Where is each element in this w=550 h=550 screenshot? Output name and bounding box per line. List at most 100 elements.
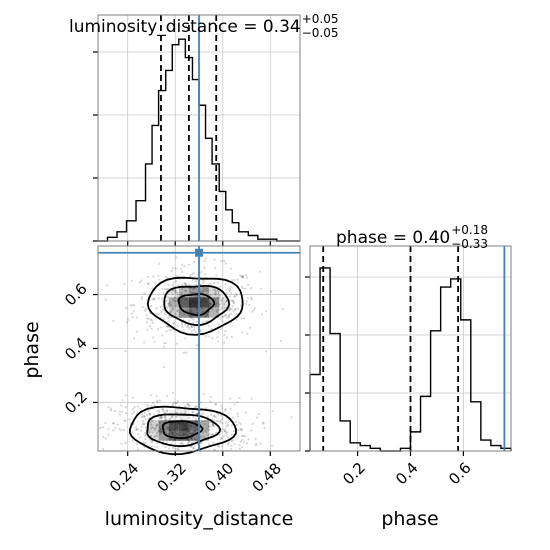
sample-point: [231, 416, 234, 419]
density-cell: [199, 430, 210, 441]
sample-point: [159, 306, 162, 309]
sample-point: [184, 290, 187, 293]
x-tick-label-0: 0.2: [339, 459, 369, 489]
sample-point: [125, 306, 128, 309]
sample-point: [191, 278, 194, 281]
sample-point: [228, 290, 231, 293]
sample-point: [155, 424, 158, 427]
sample-point: [192, 271, 195, 275]
panel-frame: [97, 14, 301, 242]
sample-point: [240, 446, 244, 449]
sample-point: [223, 307, 226, 310]
sample-point: [193, 286, 197, 290]
sample-point: [201, 320, 204, 323]
sample-point: [229, 397, 232, 400]
sample-point: [290, 416, 293, 419]
sample-point: [123, 419, 126, 423]
sample-point: [144, 434, 147, 437]
contour-upper-0: [177, 293, 216, 317]
sample-point: [207, 324, 211, 327]
sample-point: [191, 291, 194, 295]
sample-point: [221, 422, 224, 425]
sample-point: [195, 343, 199, 346]
sample-point: [165, 394, 169, 398]
sample-point: [162, 409, 165, 412]
sample-point: [200, 270, 203, 273]
sample-point: [167, 320, 170, 323]
density-cell: [168, 420, 179, 431]
ld-hist-bin-13: [199, 105, 206, 241]
sample-point: [116, 423, 119, 426]
sample-point: [129, 422, 132, 425]
sample-point: [107, 433, 110, 436]
sample-point: [101, 426, 104, 429]
sample-point: [279, 339, 283, 343]
sample-point: [186, 324, 190, 327]
sample-point: [204, 407, 208, 410]
sample-point: [160, 326, 163, 329]
sample-point: [250, 296, 253, 300]
sample-point: [241, 287, 244, 290]
sample-point: [230, 308, 233, 311]
sample-point: [173, 322, 176, 325]
sample-point: [151, 321, 154, 324]
sample-point: [243, 317, 246, 320]
sample-point: [194, 294, 197, 297]
sample-point: [233, 294, 236, 298]
x-tick-label-3: 0.48: [249, 459, 285, 495]
sample-point: [218, 433, 221, 436]
sample-point: [237, 428, 240, 431]
sample-point: [231, 299, 234, 302]
sample-point: [136, 405, 139, 408]
sample-point: [163, 287, 166, 291]
sample-point: [211, 337, 214, 340]
sample-point: [235, 318, 238, 321]
sample-point: [176, 295, 179, 298]
sample-point: [188, 440, 191, 444]
sample-point: [236, 412, 239, 415]
sample-point: [215, 420, 218, 423]
density-panel: 0.24 0.32 0.40 0.48 0.2 0.4 0.6: [61, 245, 301, 496]
sample-point: [182, 329, 185, 332]
sample-point: [240, 429, 243, 432]
sample-point: [149, 423, 153, 426]
sample-point: [164, 417, 167, 420]
sample-point: [224, 300, 227, 303]
sample-point: [175, 280, 178, 283]
x-axis-label-luminosity-distance: luminosity_distance: [105, 508, 294, 530]
sample-point: [174, 292, 177, 295]
sample-point: [240, 434, 244, 437]
sample-point: [118, 427, 121, 430]
sample-point: [250, 298, 254, 301]
sample-point: [151, 287, 154, 290]
sample-point: [165, 410, 168, 413]
sample-point: [160, 416, 163, 419]
title-minus-error: −0.05: [302, 26, 339, 40]
sample-point: [204, 288, 207, 291]
sample-point: [194, 330, 197, 334]
sample-point: [184, 283, 187, 286]
sample-point: [174, 267, 178, 270]
sample-point: [209, 400, 212, 403]
sample-point: [209, 432, 212, 436]
sample-point: [131, 407, 135, 411]
title-luminosity-distance: luminosity_distance = 0.34: [69, 17, 301, 37]
sample-point: [150, 404, 153, 407]
sample-point: [176, 408, 179, 411]
ld-hist-bin-4: [136, 201, 146, 241]
sample-point: [153, 435, 156, 438]
sample-point: [149, 325, 152, 328]
sample-point: [141, 413, 144, 417]
sample-point: [162, 365, 166, 368]
sample-point: [245, 300, 248, 303]
sample-point: [164, 446, 167, 449]
sample-point: [165, 325, 168, 328]
sample-point: [224, 262, 227, 265]
sample-point: [155, 424, 158, 427]
sample-point: [211, 308, 214, 311]
sample-point: [174, 289, 177, 292]
density-cell: [168, 287, 179, 298]
sample-point: [235, 423, 239, 427]
y-axis-label-phase: phase: [21, 321, 43, 378]
sample-point: [209, 302, 212, 306]
